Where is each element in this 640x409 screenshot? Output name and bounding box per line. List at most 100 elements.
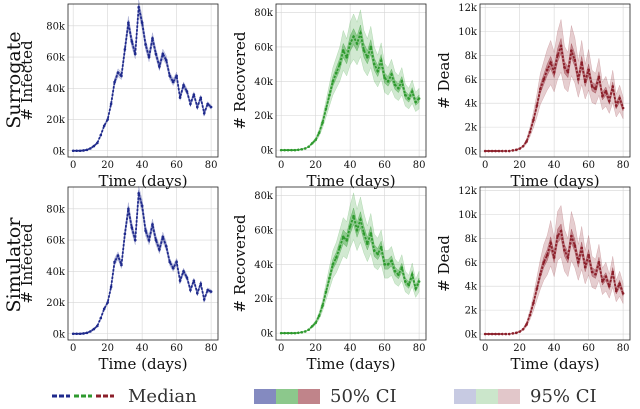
chart-4-median-point <box>410 273 414 276</box>
chart-1-median-point <box>372 62 376 66</box>
chart-3-median-point <box>71 332 75 336</box>
chart-2-median-point <box>601 94 604 98</box>
chart-2-median-point <box>621 106 625 110</box>
chart-1-median-point <box>383 76 386 80</box>
chart-0-ytick-label: 40k <box>46 84 66 95</box>
chart-5-xtick-label: 80 <box>617 343 630 354</box>
chart-0-median-point <box>113 80 116 84</box>
chart-2-xtick-label: 20 <box>513 160 526 171</box>
chart-3-median-point <box>75 332 78 336</box>
chart-1-median-point <box>386 80 390 83</box>
chart-0-median-point <box>147 55 151 59</box>
chart-1-median-point <box>348 42 352 45</box>
chart-4-xtick-label: 0 <box>278 343 284 354</box>
chart-4-median-point <box>355 228 359 232</box>
chart-1-ytick-label: 80k <box>254 8 274 19</box>
chart-1-median-point <box>376 69 380 73</box>
chart-5-median-point <box>594 272 597 276</box>
chart-1-median-point <box>314 138 317 142</box>
chart-0-median-point <box>71 149 75 153</box>
chart-1-median-point <box>393 83 397 87</box>
chart-5-median-point <box>490 332 494 336</box>
chart-5-ytick-label: 10k <box>458 210 478 221</box>
chart-2-xtick-label: 80 <box>617 160 630 171</box>
chart-0: 0 20 40 60 80 0k 20k 40k 60k 80k Time (days) # Infe… <box>18 0 219 190</box>
chart-1-xtick-label: 20 <box>309 160 322 171</box>
chart-0-median-point <box>175 74 178 78</box>
chart-3-median-point <box>99 316 103 320</box>
chart-4-median-point <box>366 242 369 246</box>
chart-4-xtick-label: 80 <box>413 343 426 354</box>
chart-4-xtick-label: 40 <box>344 343 357 354</box>
chart-0-xtick-label: 20 <box>101 160 114 171</box>
chart-3-median-point <box>147 238 151 242</box>
chart-0-median-point <box>82 149 85 152</box>
chart-4-median-point <box>359 218 362 221</box>
chart-0-median-point <box>92 144 96 148</box>
chart-4-median-point <box>279 331 283 335</box>
chart-0-median-point <box>168 74 172 78</box>
chart-2-xtick-label: 40 <box>548 160 561 171</box>
chart-4-median-point <box>321 304 324 307</box>
chart-2-median-point <box>611 85 615 88</box>
chart-2-median-point <box>483 149 487 153</box>
chart-5-median-point <box>573 244 577 247</box>
chart-1-xtick-label: 40 <box>344 160 357 171</box>
chart-1-median-point <box>341 49 345 52</box>
chart-1-median-point <box>279 148 283 152</box>
chart-3-median-point <box>92 327 96 331</box>
chart-3-median-point <box>164 245 168 248</box>
chart-2-median-point <box>535 104 539 107</box>
chart-0-xlabel: Time (days) <box>98 172 187 190</box>
chart-4-median-point <box>372 249 376 252</box>
chart-3-median-point <box>178 279 182 282</box>
chart-3-xtick-label: 0 <box>70 343 76 354</box>
chart-3-median-point <box>189 288 192 292</box>
chart-2: 0 20 40 60 80 0k 2k 4k 6k 8k 10k 12k Time (days) # De… <box>435 3 631 190</box>
chart-0-median-point <box>164 58 168 62</box>
chart-1-xtick-label: 80 <box>413 160 426 171</box>
chart-5-median-point <box>518 330 521 333</box>
chart-5-median-point <box>559 229 563 233</box>
chart-1-median-point <box>366 55 369 59</box>
chart-5-xtick-label: 60 <box>582 343 595 354</box>
chart-2-median-point <box>518 147 521 150</box>
chart-4-xtick-label: 20 <box>309 343 322 354</box>
chart-4-median-point <box>383 263 386 266</box>
chart-4-ytick-label: 60k <box>254 225 274 236</box>
chart-0-median-point <box>89 147 92 150</box>
chart-3: 0 20 40 60 80 0k 20k 40k 60k 80k Time (days) # Infe… <box>18 186 219 373</box>
chart-4-median-point <box>300 330 304 334</box>
chart-2-median-point <box>587 68 590 72</box>
chart-5-median-point <box>521 327 525 331</box>
chart-0-median-point <box>116 71 120 74</box>
chart-4-median-point <box>352 214 355 218</box>
chart-1-ytick-label: 60k <box>254 42 274 53</box>
chart-1-median-point <box>331 80 335 83</box>
chart-5-median-point <box>539 272 542 276</box>
legend: Median 50% CI 95% CI <box>52 386 597 407</box>
chart-1-ylabel: # Recovered <box>231 31 249 129</box>
chart-1-median-point <box>317 131 321 135</box>
chart-1-median-point <box>410 90 414 93</box>
chart-3-ytick-label: 20k <box>46 298 66 309</box>
chart-5-xtick-label: 20 <box>513 343 526 354</box>
chart-1-xlabel: Time (days) <box>306 172 395 190</box>
chart-0-median-point <box>96 141 99 145</box>
chart-5-ylabel: # Dead <box>435 235 453 292</box>
chart-4-median-point <box>335 256 338 259</box>
chart-5-median-point <box>549 241 552 245</box>
chart-0-median-point <box>182 83 185 87</box>
chart-3-median-point <box>161 235 165 239</box>
chart-0-ytick-label: 80k <box>46 21 66 32</box>
chart-2-median-point <box>570 49 573 52</box>
chart-5-median-point <box>535 287 539 290</box>
chart-3-median-point <box>209 290 213 293</box>
chart-1-median-point <box>324 107 328 111</box>
chart-1-median-point <box>328 93 331 97</box>
chart-0-median-point <box>154 52 158 56</box>
chart-0-median-point <box>206 102 209 106</box>
chart-5-axes-frame <box>479 186 631 341</box>
chart-5-xtick-label: 0 <box>482 343 488 354</box>
chart-5-median-point <box>576 261 580 264</box>
